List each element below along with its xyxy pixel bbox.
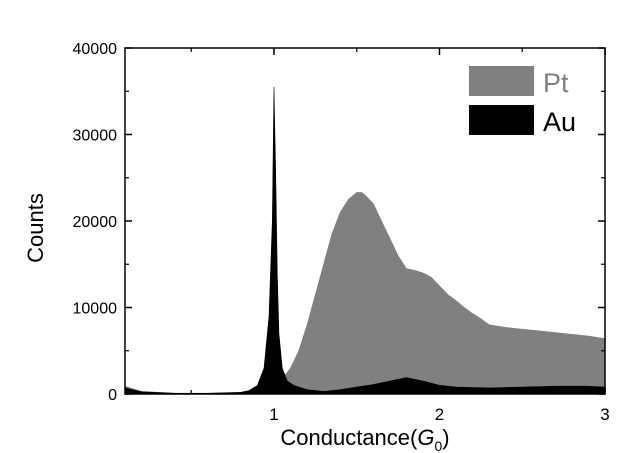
legend-swatch-pt	[469, 66, 534, 96]
legend-label-pt: Pt	[543, 68, 569, 98]
series-layer	[124, 86, 606, 395]
x-axis-label-variable: G	[417, 425, 434, 450]
y-tick-label: 40000	[73, 41, 118, 58]
y-tick-label: 30000	[73, 128, 118, 145]
ticks-layer: 1 2 3 0 10000 20000 30000 40000	[73, 41, 610, 424]
y-tick-label: 10000	[73, 301, 118, 318]
legend-label-au: Au	[543, 107, 576, 137]
x-axis-label-close: )	[442, 425, 449, 450]
series-area-pt	[124, 192, 606, 395]
series-area-au	[124, 86, 606, 395]
y-axis-label: Counts	[23, 193, 48, 263]
x-axis-label-subscript: 0	[434, 438, 442, 453]
x-axis-label-text: Conductance(	[280, 425, 418, 450]
y-tick-label: 0	[108, 387, 117, 404]
x-axis-label: Conductance(G0)	[280, 425, 449, 453]
x-tick-label: 3	[600, 405, 609, 424]
legend-swatch-au	[469, 105, 534, 135]
y-tick-label: 20000	[73, 214, 118, 231]
x-tick-label: 2	[435, 405, 444, 424]
legend: Pt Au	[469, 66, 576, 137]
x-tick-label: 1	[269, 405, 278, 424]
